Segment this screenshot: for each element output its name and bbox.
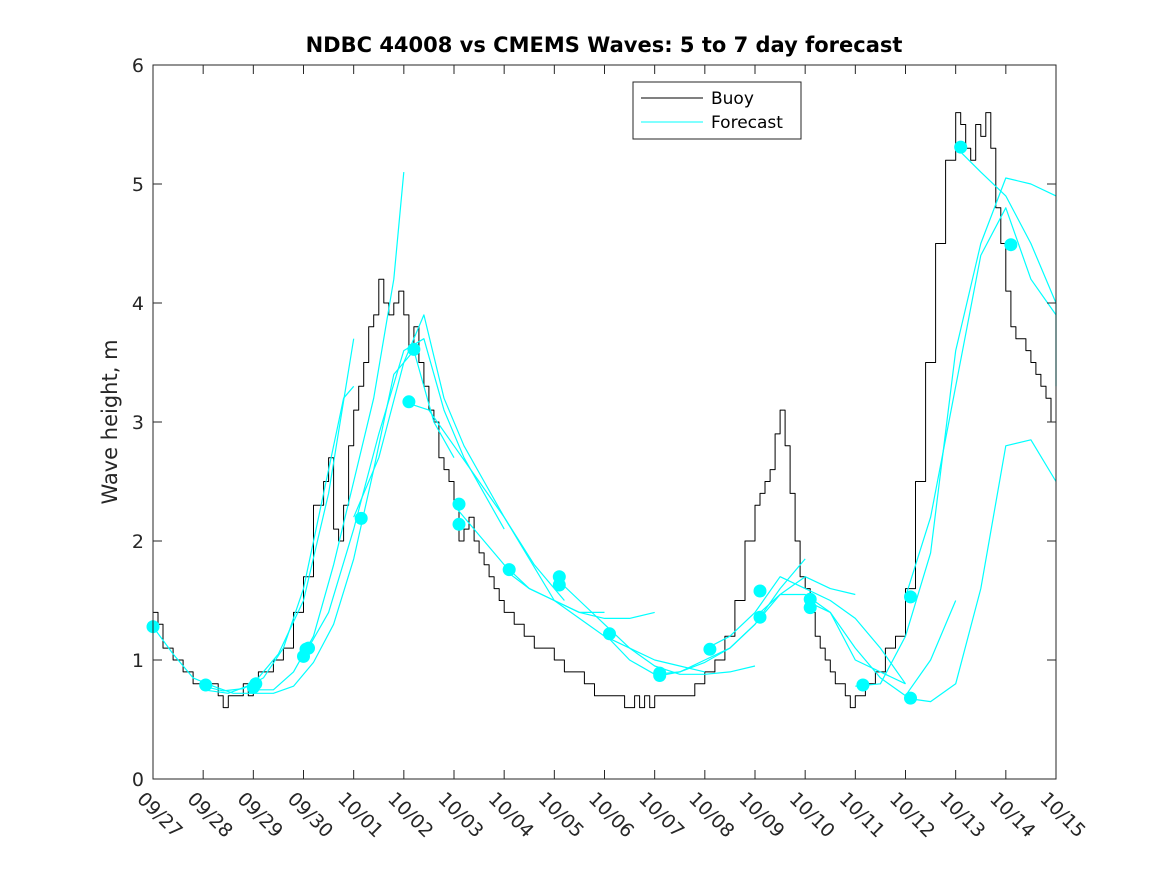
forecast-start-marker <box>302 641 315 655</box>
forecast-start-marker <box>856 678 870 692</box>
y-tick-label: 4 <box>132 293 144 315</box>
forecast-series-17 <box>904 207 1057 598</box>
forecast-series-3 <box>253 172 405 691</box>
forecast-start-marker <box>452 497 466 511</box>
forecast-start-marker <box>954 140 968 154</box>
forecast-series-1 <box>203 385 355 692</box>
legend-forecast-label: Forecast <box>711 113 783 133</box>
y-tick-label: 0 <box>132 769 144 791</box>
y-tick-label: 2 <box>132 531 144 553</box>
forecast-start-marker <box>1004 238 1018 252</box>
forecast-start-marker <box>803 601 817 615</box>
forecast-start-marker <box>753 584 767 598</box>
y-tick-label: 1 <box>132 650 144 672</box>
forecast-start-marker <box>603 627 616 641</box>
forecast-series-12 <box>654 576 856 678</box>
legend-box <box>632 81 802 140</box>
y-tick-label: 3 <box>132 412 144 434</box>
forecast-series-10 <box>553 576 756 675</box>
forecast-series-4 <box>253 350 455 694</box>
forecast-series-18 <box>905 439 1057 703</box>
forecast-start-marker <box>402 395 416 409</box>
forecast-start-marker <box>452 517 466 531</box>
y-tick-label: 5 <box>132 174 144 196</box>
legend-buoy-label: Buoy <box>711 89 754 109</box>
chart-title: NDBC 44008 vs CMEMS Waves: 5 to 7 day fo… <box>306 33 903 57</box>
forecast-start-marker <box>753 610 767 624</box>
forecast-start-marker <box>703 642 717 656</box>
forecast-start-marker <box>354 511 368 525</box>
forecast-start-marker <box>904 691 917 705</box>
forecast-start-marker <box>653 669 667 682</box>
forecast-start-marker <box>407 342 421 356</box>
forecast-start-marker <box>904 590 917 604</box>
forecast-series-15 <box>804 599 957 697</box>
legend: Buoy Forecast <box>632 81 802 140</box>
forecast-start-marker <box>552 578 566 592</box>
plot-area <box>153 65 1056 779</box>
buoy-series <box>153 112 1057 709</box>
forecast-series-16 <box>855 177 1057 687</box>
forecast-series-11 <box>604 558 806 675</box>
forecast-series-13 <box>704 576 906 685</box>
forecast-start-marker <box>502 563 516 577</box>
forecast-start-marker <box>199 678 213 692</box>
forecast-series-2 <box>203 338 355 694</box>
marker-layer <box>146 140 1018 705</box>
y-tick-label: 6 <box>132 55 144 77</box>
forecast-start-marker <box>249 677 263 691</box>
forecast-series-6 <box>353 314 565 601</box>
y-axis-label: Wave height, m <box>98 339 122 504</box>
